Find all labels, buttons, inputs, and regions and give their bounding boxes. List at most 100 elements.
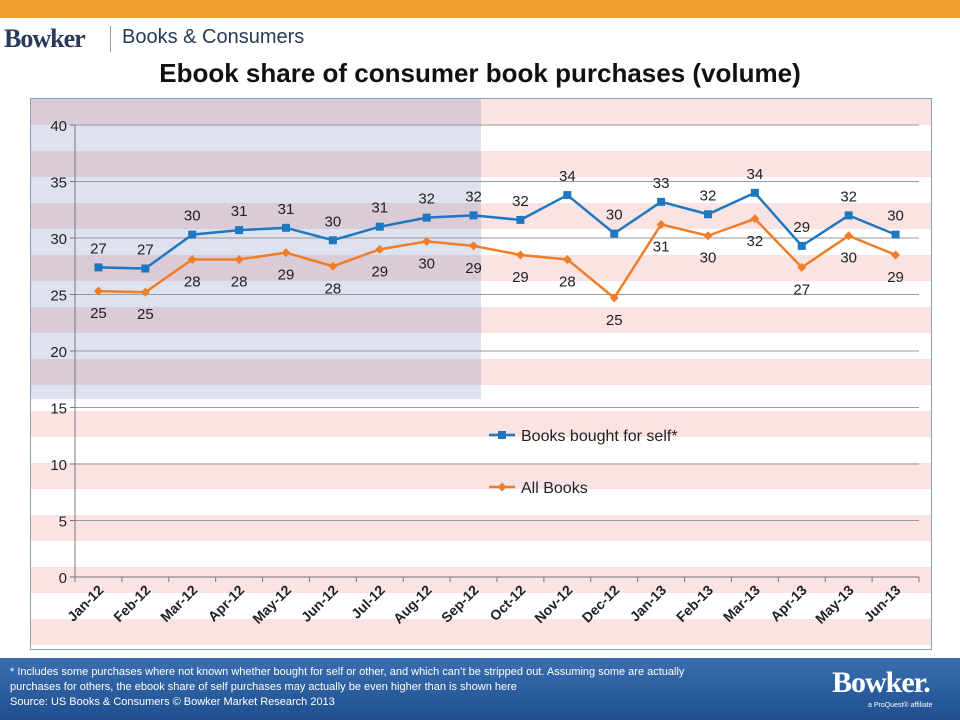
data-label: 32 [747, 233, 764, 250]
footer: * Includes some purchases where not know… [0, 658, 960, 720]
data-label: 30 [606, 206, 623, 223]
data-point [515, 250, 525, 260]
x-tick-label: Oct-12 [486, 582, 528, 624]
data-point [844, 231, 854, 241]
data-label: 28 [559, 273, 576, 290]
x-tick-label: Nov-12 [531, 582, 575, 626]
data-point [516, 215, 525, 224]
data-point [610, 229, 619, 238]
data-label: 31 [278, 201, 295, 218]
data-label: 29 [512, 269, 529, 286]
data-point [609, 293, 619, 303]
data-point [234, 254, 244, 264]
data-point [750, 188, 759, 197]
data-point [281, 248, 291, 258]
data-point [375, 222, 384, 231]
y-tick-label: 5 [59, 514, 67, 531]
x-tick-label: Mar-12 [157, 582, 200, 625]
chart-title: Ebook share of consumer book purchases (… [159, 58, 801, 88]
data-label: 34 [559, 168, 576, 185]
legend-marker [498, 431, 506, 439]
accent-bar [0, 0, 960, 18]
y-tick-label: 30 [50, 231, 67, 248]
x-tick-label: Jun-13 [860, 582, 903, 625]
data-point [562, 254, 572, 264]
x-tick-label: Apr-12 [205, 582, 248, 625]
x-tick-label: Mar-13 [720, 582, 763, 625]
data-label: 29 [887, 269, 904, 286]
y-tick-label: 15 [50, 401, 67, 418]
flag-canton [31, 99, 481, 399]
legend-label: All Books [521, 480, 588, 497]
data-label: 30 [184, 208, 201, 225]
data-point [140, 287, 150, 297]
data-point [141, 264, 150, 273]
data-label: 29 [278, 267, 295, 284]
bowker-logo: Bowker [4, 24, 86, 53]
data-point [469, 241, 479, 251]
data-point [797, 241, 806, 250]
data-point [469, 211, 478, 220]
data-point [282, 223, 290, 232]
data-label: 32 [700, 187, 717, 204]
data-point [328, 261, 338, 271]
legend-marker [497, 482, 507, 492]
x-tick-label: Feb-13 [673, 582, 716, 625]
data-point [844, 211, 853, 220]
data-label: 30 [325, 213, 342, 230]
x-tick-label: Apr-13 [767, 582, 810, 625]
footer-tagline: a ProQuest® affiliate [868, 702, 933, 709]
data-label: 29 [371, 263, 388, 280]
data-point [797, 262, 807, 272]
data-label: 31 [231, 203, 248, 220]
data-point [656, 219, 666, 229]
series-line [98, 217, 897, 300]
data-point [563, 191, 572, 200]
footnote-line-1: * Includes some purchases where not know… [10, 666, 685, 678]
data-label: 25 [137, 306, 154, 323]
footer-bowker-logo: Bowker. [832, 666, 931, 699]
data-label: 28 [325, 280, 342, 297]
y-tick-label: 10 [50, 457, 67, 474]
data-point [657, 197, 666, 206]
y-tick-label: 40 [50, 118, 67, 135]
data-label: 25 [90, 305, 107, 322]
footnote-line-2: purchases for others, the ebook share of… [10, 681, 517, 693]
data-label: 25 [606, 312, 623, 329]
data-label: 29 [793, 219, 810, 236]
data-label: 32 [465, 188, 482, 205]
data-point [188, 230, 197, 239]
data-point [891, 230, 900, 239]
x-tick-label: Sep-12 [438, 582, 482, 626]
x-tick-label: Feb-12 [110, 582, 153, 625]
y-tick-label: 0 [59, 570, 67, 587]
data-label: 27 [90, 240, 107, 257]
x-tick-label: Jul-12 [348, 582, 388, 622]
data-label: 27 [137, 242, 154, 259]
header-subtitle: Books & Consumers [122, 26, 305, 48]
data-point [375, 244, 385, 254]
data-label: 30 [700, 250, 717, 267]
data-label: 30 [887, 208, 904, 225]
data-point [93, 286, 103, 296]
source-line: Source: US Books & Consumers © Bowker Ma… [10, 696, 335, 708]
line-chart: 0 5 10 15 20 25 30 35 40 Jan-12 Feb-12 Mar-12 Apr-12… [50, 118, 920, 627]
data-point [703, 231, 713, 241]
data-point [891, 250, 901, 260]
legend-label: Books bought for self* [521, 428, 678, 445]
y-tick-label: 20 [50, 344, 67, 361]
header: Bowker Books & Consumers [0, 18, 960, 58]
x-tick-label: Dec-12 [579, 582, 623, 626]
data-label: 33 [653, 175, 670, 192]
series-line [98, 191, 897, 270]
data-label: 29 [465, 260, 482, 277]
data-point [422, 236, 432, 246]
data-point [704, 210, 712, 219]
header-divider [110, 26, 111, 52]
data-point [94, 263, 103, 272]
data-label: 31 [653, 238, 670, 255]
data-point [750, 214, 760, 224]
data-label: 30 [418, 255, 435, 272]
data-label: 28 [231, 273, 248, 290]
data-point [422, 213, 431, 222]
